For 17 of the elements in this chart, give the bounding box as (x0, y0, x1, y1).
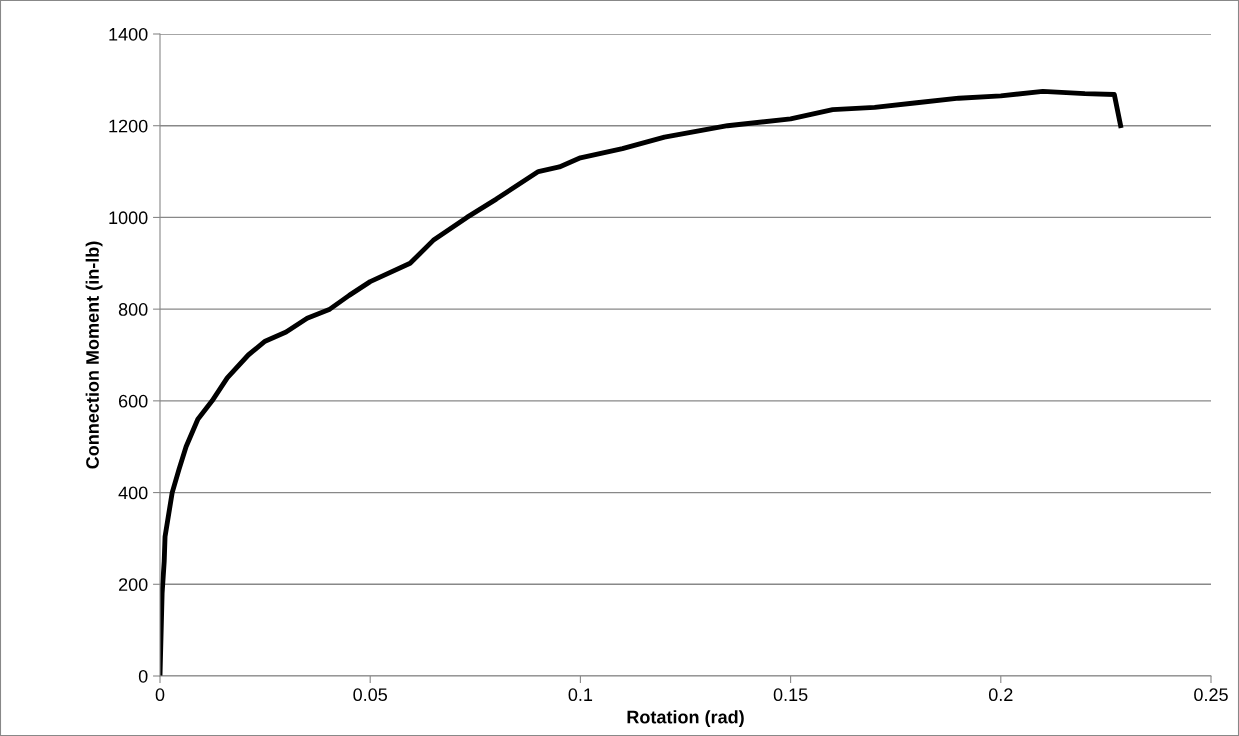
line-series (160, 88, 1124, 676)
x-axis-title: Rotation (rad) (627, 710, 744, 728)
x-tick-label: 0.05 (353, 688, 388, 702)
y-tick-label: 1000 (109, 211, 148, 225)
y-tick-label: 0 (138, 669, 148, 683)
x-tick-label: 0 (155, 688, 165, 702)
y-tick-label: 800 (118, 303, 148, 316)
y-tick-label: 400 (118, 486, 148, 500)
y-tick-label: 600 (118, 394, 148, 408)
x-tick-label: 0.1 (568, 688, 593, 702)
y-tick-label: 1200 (109, 119, 148, 133)
x-tick-label: 0.15 (773, 688, 808, 702)
y-tick-label: 200 (118, 578, 148, 592)
x-tick-label: 0.2 (988, 688, 1013, 702)
y-tick-label: 1400 (109, 27, 148, 41)
y-axis-title: Connection Moment (in-lb) (85, 241, 103, 469)
x-tick-label: 0.25 (1194, 688, 1228, 702)
